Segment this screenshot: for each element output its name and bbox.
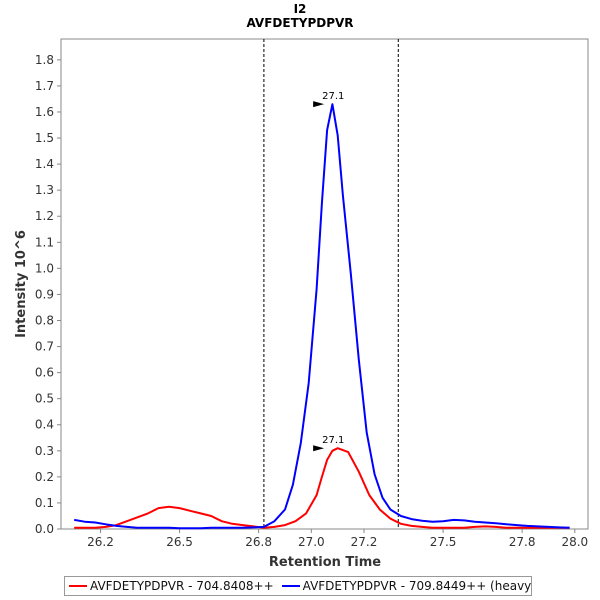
- x-tick-label: 26.2: [87, 535, 114, 549]
- chart-subtitle: AVFDETYPDPVR: [246, 16, 353, 30]
- peak-marker: [313, 101, 325, 108]
- plot-area: [60, 38, 589, 530]
- legend-label-light: AVFDETYPDPVR - 704.8408++: [90, 579, 274, 593]
- y-tick-label: 0.2: [35, 470, 54, 484]
- y-tick-label: 0.8: [35, 313, 54, 327]
- legend-item-light: AVFDETYPDPVR - 704.8408++: [69, 579, 274, 593]
- y-tick-label: 0.3: [35, 444, 54, 458]
- x-tick-label: 27.8: [509, 535, 536, 549]
- x-axis: 26.2 26.5 26.8 27.0 27.2 27.5 27.8 28.0: [87, 529, 588, 549]
- x-tick-label: 26.5: [166, 535, 193, 549]
- peak-label: 27.1: [322, 435, 344, 446]
- y-tick-label: 0.6: [35, 366, 54, 380]
- y-tick-label: 1.2: [35, 209, 54, 223]
- y-axis: 0.0 0.1 0.2 0.3 0.4 0.5 0.6 0.7 0.8 0.9 1.0 1.1 1.2 1…: [35, 53, 61, 536]
- y-tick-label: 0.4: [35, 418, 54, 432]
- series-line: [74, 447, 570, 529]
- y-tick-label: 0.0: [35, 522, 54, 536]
- legend-swatch-light: [69, 585, 87, 587]
- peak-label: 27.1: [322, 91, 344, 102]
- y-tick-label: 0.7: [35, 340, 54, 354]
- legend-item-heavy: AVFDETYPDPVR - 709.8449++ (heavy): [281, 579, 532, 593]
- y-tick-label: 1.8: [35, 53, 54, 67]
- y-axis-title: Intensity 10^6: [14, 230, 29, 338]
- x-tick-label: 27.2: [351, 535, 378, 549]
- chart-title: I2: [294, 2, 307, 16]
- y-tick-label: 1.5: [35, 131, 54, 145]
- x-tick-label: 27.5: [430, 535, 457, 549]
- peak-marker: [313, 445, 325, 452]
- x-tick-label: 26.8: [245, 535, 272, 549]
- y-tick-label: 1.7: [35, 79, 54, 93]
- x-tick-label: 28.0: [561, 535, 588, 549]
- x-axis-title: Retention Time: [269, 555, 381, 570]
- legend-label-heavy: AVFDETYPDPVR - 709.8449++ (heavy): [302, 579, 532, 593]
- x-tick-label: 27.0: [298, 535, 325, 549]
- y-tick-label: 1.6: [35, 105, 54, 119]
- series-layer: 27.1 27.1: [74, 91, 570, 530]
- legend: AVFDETYPDPVR - 704.8408++ AVFDETYPDPVR -…: [64, 576, 532, 596]
- legend-swatch-heavy: [281, 585, 300, 587]
- y-tick-label: 1.0: [35, 261, 54, 275]
- y-tick-label: 1.4: [35, 157, 54, 171]
- y-tick-label: 0.9: [35, 287, 54, 301]
- y-tick-label: 1.3: [35, 183, 54, 197]
- peak-boundaries: [263, 39, 399, 529]
- y-tick-label: 1.1: [35, 235, 54, 249]
- y-tick-label: 0.1: [35, 496, 54, 510]
- y-tick-label: 0.5: [35, 392, 54, 406]
- series-line: [74, 103, 570, 530]
